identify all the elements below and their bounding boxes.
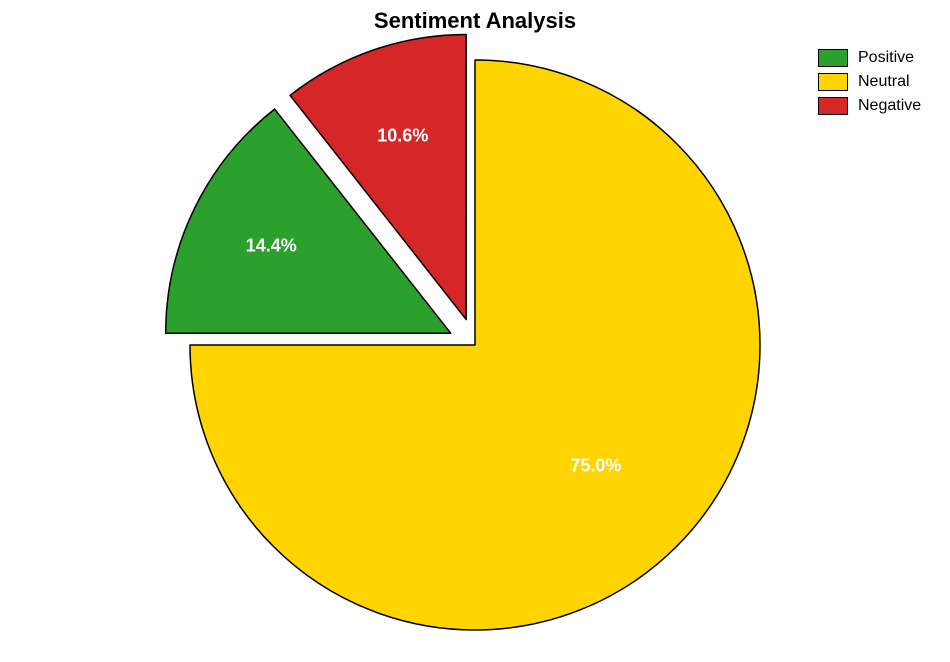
legend-item-positive: Positive [818,46,921,70]
legend-item-negative: Negative [818,94,921,118]
legend-label-negative: Negative [858,97,921,115]
legend-swatch-neutral [818,73,848,91]
chart-canvas: Sentiment Analysis 75.0%14.4%10.6% Posit… [0,0,950,662]
slice-label-neutral: 75.0% [570,455,621,476]
legend-label-neutral: Neutral [858,73,910,91]
legend-item-neutral: Neutral [818,70,921,94]
pie-svg [0,0,950,662]
legend-swatch-negative [818,97,848,115]
legend-swatch-positive [818,49,848,67]
slice-label-positive: 14.4% [246,235,297,256]
legend: Positive Neutral Negative [818,46,921,118]
slice-label-negative: 10.6% [377,126,428,147]
legend-label-positive: Positive [858,49,914,67]
